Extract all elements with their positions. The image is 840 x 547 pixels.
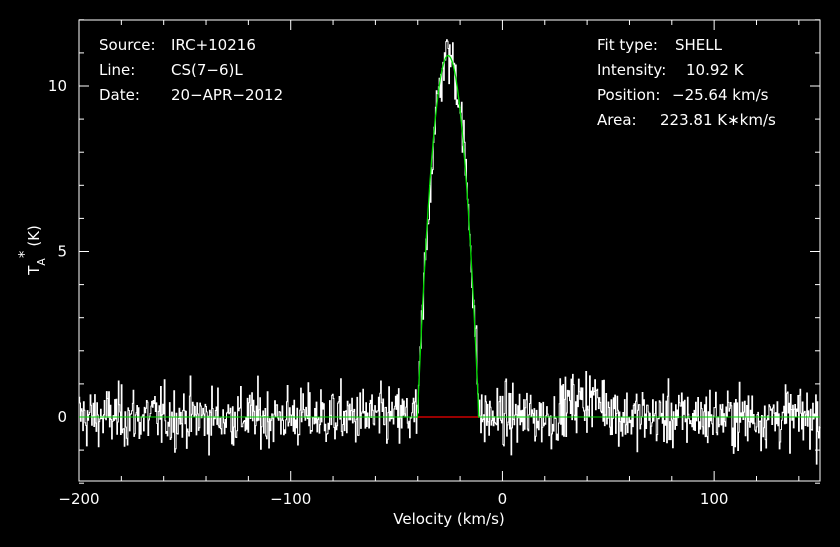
y-axis-label: TA* (K) [15,225,48,276]
info-right: Fit type: SHELL Intensity: 10.92 K Posit… [597,36,776,129]
plot-frame [78,19,821,482]
fit-curve [416,54,480,418]
y-tick-label: 5 [57,243,67,261]
date-key: Date: [99,86,140,104]
info-left: Source: IRC+10216 Line: CS(7−6)L Date: 2… [99,36,283,104]
series-group [79,39,821,465]
tick-labels: −200 −100 0 100 0 5 10 [48,77,729,508]
y-tick-label: 10 [48,77,67,95]
position-value: −25.64 km/s [672,86,769,104]
x-axis-label: Velocity (km/s) [393,510,504,528]
y-label-sup: * [15,250,33,258]
area-key: Area: [597,111,637,129]
source-value: IRC+10216 [171,36,256,54]
spectrum-line [79,39,821,465]
svg-text:TA*(K): TA* (K) [15,225,48,276]
axis-ticks [78,19,820,484]
y-label-unit: (K) [25,225,43,247]
line-value: CS(7−6)L [171,61,243,79]
fit-type-value: SHELL [675,36,723,54]
area-value: 223.81 K∗km/s [660,111,776,129]
intensity-key: Intensity: [597,61,666,79]
fit-type-key: Fit type: [597,36,658,54]
y-label-sub: A [35,258,48,266]
x-tick-label: −200 [58,490,99,508]
y-label-main: T [25,265,43,276]
line-key: Line: [99,61,135,79]
y-tick-label: 0 [57,408,67,426]
position-key: Position: [597,86,660,104]
x-tick-label: 100 [700,490,729,508]
source-key: Source: [99,36,156,54]
date-value: 20−APR−2012 [171,86,283,104]
x-tick-label: 0 [498,490,508,508]
intensity-value: 10.92 K [686,61,745,79]
x-tick-label: −100 [270,490,311,508]
